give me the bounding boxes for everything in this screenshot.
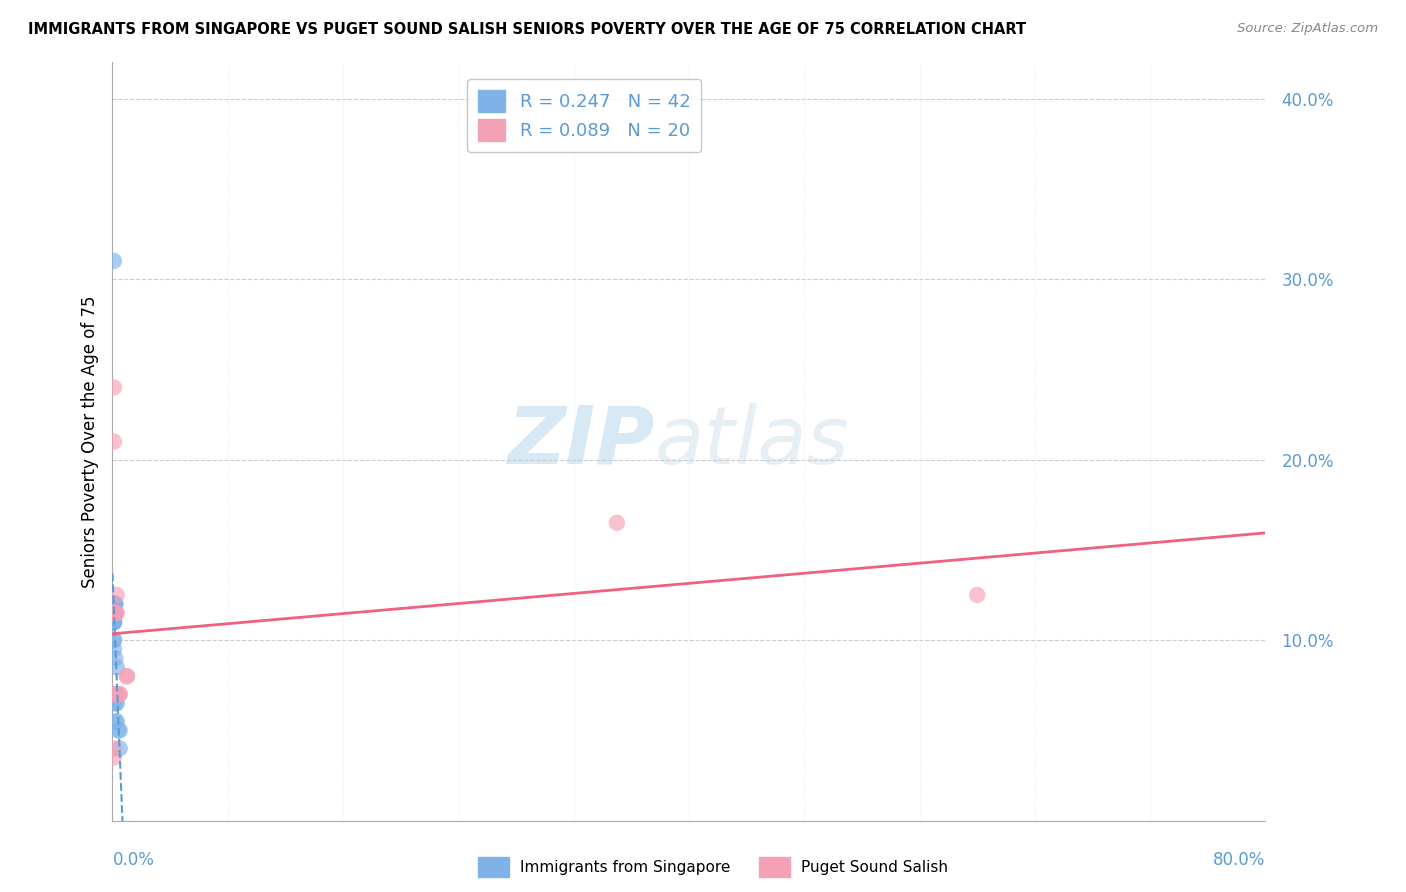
Text: atlas: atlas [654, 402, 849, 481]
Point [104, 651, 127, 665]
Point [103, 606, 125, 620]
Point [103, 615, 125, 629]
Y-axis label: Seniors Poverty Over the Age of 75: Seniors Poverty Over the Age of 75 [80, 295, 98, 588]
Point [103, 606, 125, 620]
Point [103, 597, 125, 611]
Point [103, 254, 125, 268]
Text: 0.0%: 0.0% [112, 851, 155, 869]
Point [103, 597, 125, 611]
Point [103, 597, 125, 611]
Text: Immigrants from Singapore: Immigrants from Singapore [520, 860, 731, 874]
Point [108, 687, 131, 701]
Point [103, 380, 125, 394]
Point [103, 606, 125, 620]
Point [103, 633, 125, 648]
Point [103, 615, 125, 629]
Point [103, 597, 125, 611]
Point [103, 606, 125, 620]
Point [108, 741, 131, 756]
Point [103, 687, 125, 701]
Point [105, 660, 128, 674]
Point [103, 615, 125, 629]
Point [103, 606, 125, 620]
Text: IMMIGRANTS FROM SINGAPORE VS PUGET SOUND SALISH SENIORS POVERTY OVER THE AGE OF : IMMIGRANTS FROM SINGAPORE VS PUGET SOUND… [28, 22, 1026, 37]
Point [104, 696, 127, 710]
Point [103, 606, 125, 620]
Point [103, 696, 125, 710]
Point [103, 606, 125, 620]
Point [103, 633, 125, 648]
Point [103, 615, 125, 629]
Point [103, 606, 125, 620]
Point [103, 597, 125, 611]
Point [104, 597, 127, 611]
Point [104, 597, 127, 611]
Legend: R = 0.247   N = 42, R = 0.089   N = 20: R = 0.247 N = 42, R = 0.089 N = 20 [467, 79, 702, 152]
Point [105, 606, 128, 620]
Point [103, 434, 125, 449]
Text: ZIP: ZIP [508, 402, 654, 481]
Text: Source: ZipAtlas.com: Source: ZipAtlas.com [1237, 22, 1378, 36]
Point [105, 687, 128, 701]
Point [104, 714, 127, 729]
Point [104, 606, 127, 620]
Point [606, 516, 628, 530]
Point [115, 669, 138, 683]
Point [103, 597, 125, 611]
Point [104, 606, 127, 620]
Point [103, 606, 125, 620]
Point [105, 588, 128, 602]
Point [103, 606, 125, 620]
Point [103, 606, 125, 620]
Point [103, 597, 125, 611]
Point [103, 687, 125, 701]
Point [107, 723, 129, 738]
Point [105, 714, 128, 729]
Point [103, 606, 125, 620]
Text: Puget Sound Salish: Puget Sound Salish [801, 860, 949, 874]
Point [103, 687, 125, 701]
Text: 80.0%: 80.0% [1213, 851, 1265, 869]
Point [103, 606, 125, 620]
Point [103, 615, 125, 629]
Point [104, 606, 127, 620]
Point [103, 741, 125, 756]
Point [108, 687, 131, 701]
Point [104, 606, 127, 620]
Point [103, 642, 125, 657]
Point [115, 669, 138, 683]
Point [103, 750, 125, 764]
Point [108, 723, 131, 738]
Point [966, 588, 988, 602]
Point [103, 606, 125, 620]
Point [105, 696, 128, 710]
